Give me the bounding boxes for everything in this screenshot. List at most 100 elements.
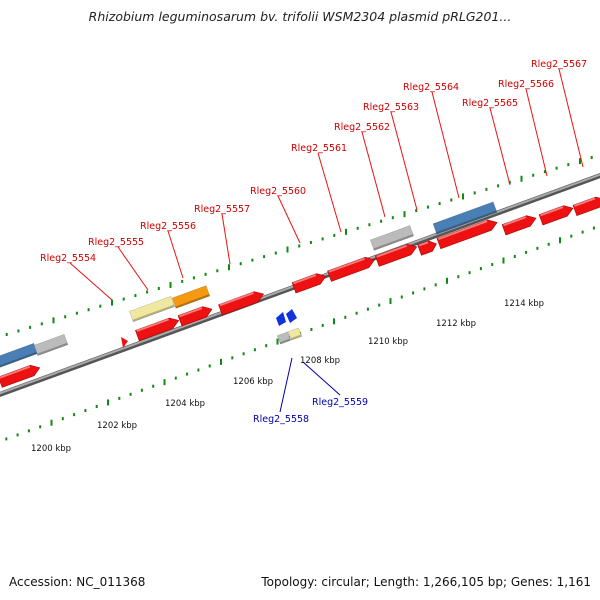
gene-label-rleg2_5566: Rleg2_5566 [498,79,554,90]
leader-line [317,152,342,233]
reverse-pale-block-shadow [290,334,302,341]
orange-block-shadow [175,294,210,309]
leader-line [221,213,231,265]
gray-block-shadow [373,234,414,251]
cds-arrow-shape [375,244,418,267]
reverse-gray-block-shape [276,331,292,345]
scale-label: 1210 kbp [368,337,408,347]
cds-arrow-shape [436,219,498,250]
orange-block [171,285,211,309]
gene-label-rleg2_5557: Rleg2_5557 [194,204,250,215]
cds-arrow-shine [0,365,31,379]
cds-arrow-shine [328,257,365,273]
cds-arrow-shine [376,244,408,258]
outer-tick-track [5,156,593,336]
gene-label-rleg2_5563: Rleg2_5563 [363,102,419,113]
cds-arrow-shine [179,307,203,318]
topology-summary: Topology: circular; Length: 1,266,105 bp… [261,575,591,589]
reverse-cds-arrow [276,312,286,326]
small-feature-marker [121,337,128,348]
cds-arrow-shape [177,306,213,327]
gray-block [33,334,69,356]
scale-label: 1202 kbp [97,421,137,431]
cds-arrow-shine [219,292,254,307]
inner-tick-track [5,226,595,441]
leader-line [69,262,113,301]
cds-arrow-shine [503,216,527,227]
scale-label: 1214 kbp [504,299,544,309]
scale-label: 1212 kbp [436,319,476,329]
scale-labels: 1200 kbp 1202 kbp 1204 kbp 1206 kbp 1208 kbp… [31,299,544,454]
gene-label-rleg2_5561: Rleg2_5561 [291,143,347,154]
gene-label-rleg2_5555: Rleg2_5555 [88,237,144,248]
scale-label: 1200 kbp [31,444,71,454]
gene-label-rleg2_5567: Rleg2_5567 [531,59,587,70]
leader-line [489,107,511,186]
cds-arrow-shape [291,273,327,294]
gene-label-rleg2_5559: Rleg2_5559 [312,397,368,408]
map-title: Rhizobium leguminosarum bv. trifolii WSM… [88,9,512,24]
leader-line [277,195,301,244]
reverse-pale-block-shape [287,327,303,341]
reverse-pale-block [287,327,303,341]
gray-block-shape [33,334,69,356]
cds-arrow [327,257,376,282]
reverse-cds-arrow [286,309,297,323]
cds-arrow [177,306,213,327]
cds-arrow [501,215,537,236]
leader-line [361,131,386,218]
feature-track [0,196,600,388]
cds-arrow-shape [538,205,574,226]
gene-label-rleg2_5564: Rleg2_5564 [403,82,459,93]
cds-arrow-shape [501,215,537,236]
reverse-gray-block [276,331,292,345]
rna-block [0,342,38,370]
pale-block-shadow [132,304,175,322]
cds-arrow-shine [418,241,429,247]
leader-line [167,230,184,279]
gene-label-rleg2_5556: Rleg2_5556 [140,221,196,232]
gray-block-shape [370,225,414,251]
leader-line [390,111,418,211]
cds-arrow-shape [327,257,376,282]
cds-arrow [572,196,600,217]
gene-label-rleg2_5560: Rleg2_5560 [250,186,306,197]
cds-arrow-shine [574,197,596,207]
leader-line [279,357,293,413]
leader-line [302,361,341,396]
cds-arrow-shape [417,240,437,256]
orange-block-shape [171,285,211,309]
cds-arrow [436,219,498,250]
cds-arrow-shape [0,365,41,388]
gene-label-rleg2_5562: Rleg2_5562 [334,122,390,133]
rna-block-shadow [436,210,497,235]
scale-label: 1206 kbp [233,377,273,387]
gray-block-shadow [37,342,68,356]
leader-line [431,91,460,199]
cds-arrow-shape [572,196,600,217]
cds-arrow-shape [218,291,265,316]
cds-arrow-shine [293,274,317,285]
pale-block [129,295,175,323]
cds-arrow-shape [135,317,180,342]
cds-arrow [291,273,327,294]
cds-arrow [218,291,265,316]
cds-arrow [375,244,418,267]
pale-block-shape [129,295,175,323]
scale-label: 1208 kbp [300,356,340,366]
cds-arrow-shine [437,220,488,240]
reverse-gray-block-shadow [279,338,291,345]
gene-label-rleg2_5565: Rleg2_5565 [462,98,518,109]
gene-label-rleg2_5558: Rleg2_5558 [253,414,309,425]
leader-line [525,88,548,177]
scale-label: 1204 kbp [165,399,205,409]
cds-arrow [0,365,41,388]
cds-arrow-shine [540,206,564,217]
cds-arrow [135,317,180,342]
label-leader-lines [69,68,584,413]
leader-line [117,246,149,291]
cds-arrow-shine [136,318,170,332]
rna-block-shadow [0,351,38,369]
accession-text: Accession: NC_011368 [9,575,146,589]
